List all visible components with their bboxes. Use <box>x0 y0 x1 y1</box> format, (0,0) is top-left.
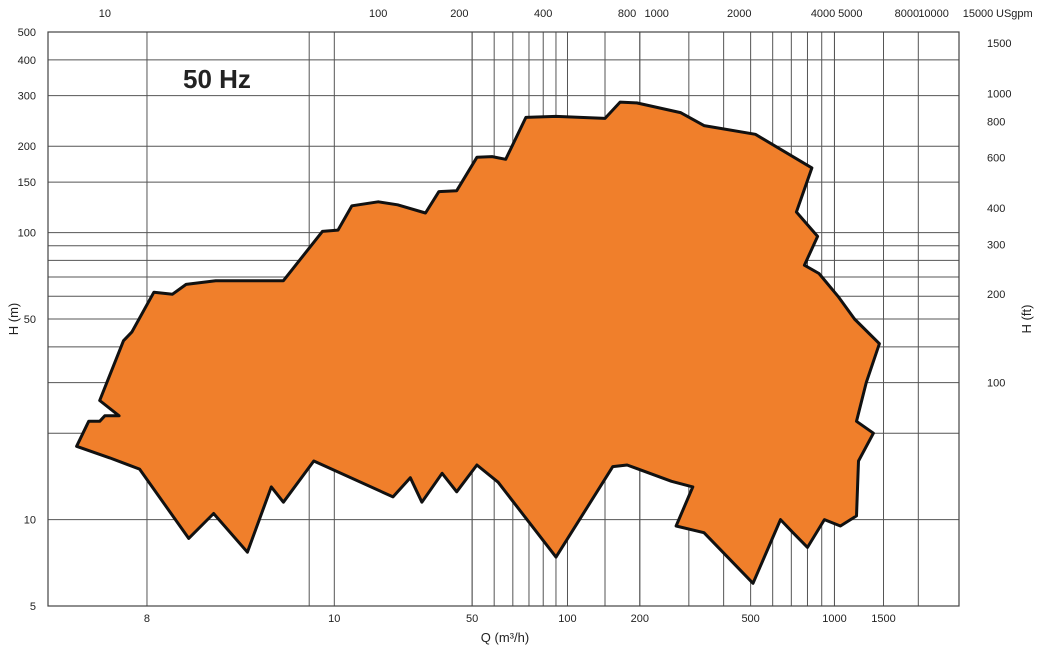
top-tick-label: 10000 <box>918 8 949 20</box>
tick-labels: 8 10 50 100 200 500 1000 1500 5 10 50 100 150 200 300 4… <box>18 8 1012 625</box>
right-tick-label: 1000 <box>987 89 1011 101</box>
top-tick-label: 800 <box>618 8 636 20</box>
x-tick-label: 10 <box>328 613 340 625</box>
x-tick-label: 8 <box>144 613 150 625</box>
right-tick-label: 300 <box>987 239 1005 251</box>
x-tick-label: 200 <box>631 613 649 625</box>
top-tick-label: 4000 <box>811 8 835 20</box>
right-tick-label: 1500 <box>987 38 1011 50</box>
y-axis-title: H (m) <box>6 303 21 336</box>
y-tick-label: 50 <box>24 314 36 326</box>
y-tick-label: 400 <box>18 55 36 67</box>
right-tick-label: 600 <box>987 152 1005 164</box>
envelope-layer <box>75 100 881 585</box>
y-tick-label: 500 <box>18 27 36 39</box>
top-tick-label: 10 <box>99 8 111 20</box>
top-tick-label: 2000 <box>727 8 751 20</box>
plot-frame <box>47 31 960 607</box>
top-axis-unit: USgpm <box>996 8 1033 20</box>
y-tick-label: 300 <box>18 91 36 103</box>
right-tick-label: 100 <box>987 378 1005 390</box>
y-tick-label: 100 <box>18 228 36 240</box>
top-tick-label: 5000 <box>838 8 862 20</box>
top-tick-label: 8000 <box>895 8 919 20</box>
x-tick-label: 50 <box>466 613 478 625</box>
y-tick-label: 10 <box>24 515 36 527</box>
y-tick-label: 5 <box>30 601 36 613</box>
right-tick-label: 800 <box>987 116 1005 128</box>
y2-axis-title: H (ft) <box>1019 305 1034 334</box>
x-axis-title: Q (m³/h) <box>481 630 529 645</box>
x-tick-label: 1000 <box>822 613 846 625</box>
x-tick-label: 100 <box>558 613 576 625</box>
performance-envelope-area <box>75 100 881 585</box>
right-tick-label: 200 <box>987 289 1005 301</box>
top-tick-label: 400 <box>534 8 552 20</box>
right-tick-label: 400 <box>987 203 1005 215</box>
x-tick-label: 500 <box>741 613 759 625</box>
y-tick-label: 200 <box>18 141 36 153</box>
frequency-label: 50 Hz <box>183 64 251 94</box>
x-tick-label: 1500 <box>871 613 895 625</box>
top-tick-label: 15000 <box>963 8 994 20</box>
top-tick-label: 100 <box>369 8 387 20</box>
y-tick-label: 150 <box>18 177 36 189</box>
top-tick-label: 1000 <box>644 8 668 20</box>
top-tick-label: 200 <box>450 8 468 20</box>
